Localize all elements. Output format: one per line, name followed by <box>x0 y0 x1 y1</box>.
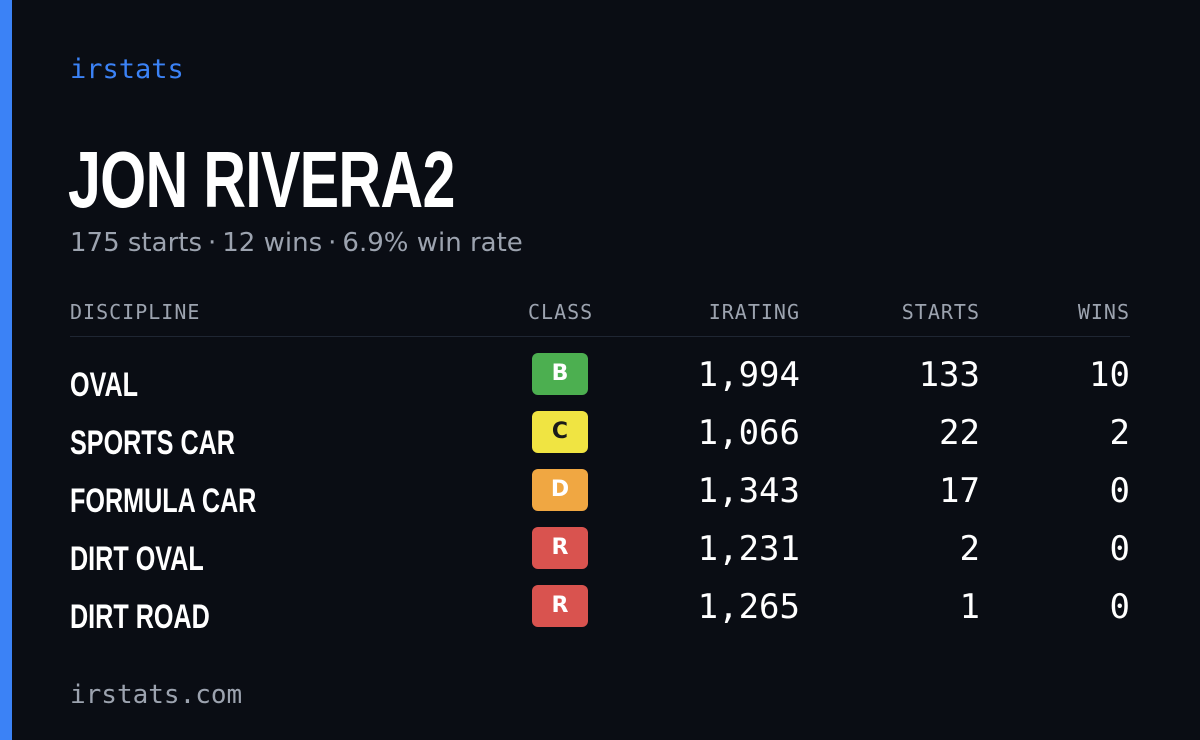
wins-value: 0 <box>1109 587 1130 627</box>
discipline-name: DIRT OVAL <box>70 540 204 578</box>
discipline-name: OVAL <box>70 366 139 404</box>
starts-value: 2 <box>959 529 980 569</box>
class-badge: C <box>532 411 588 453</box>
starts-value: 22 <box>939 413 980 453</box>
discipline-name: FORMULA CAR <box>70 482 257 520</box>
starts-value: 1 <box>959 587 980 627</box>
header-class: CLASS <box>528 300 594 324</box>
driver-summary: 175 starts · 12 wins · 6.9% win rate <box>70 228 523 258</box>
summary-win-rate: 6.9% win rate <box>342 228 523 258</box>
table-row: FORMULA CAR D 1,343 17 0 <box>70 467 1130 525</box>
class-badge: R <box>532 527 588 569</box>
table-body: OVAL B 1,994 133 10 SPORTS CAR C 1,066 2… <box>70 337 1130 641</box>
driver-name: JON RIVERA2 <box>68 135 455 224</box>
class-badge: D <box>532 469 588 511</box>
starts-value: 17 <box>939 471 980 511</box>
footer-url: irstats.com <box>70 680 243 710</box>
table-row: DIRT ROAD R 1,265 1 0 <box>70 583 1130 641</box>
summary-wins: 12 wins <box>222 228 323 258</box>
table-row: OVAL B 1,994 133 10 <box>70 351 1130 409</box>
header-starts: STARTS <box>901 300 980 324</box>
accent-bar <box>0 0 12 740</box>
irating-value: 1,265 <box>697 587 800 627</box>
wins-value: 0 <box>1109 529 1130 569</box>
class-badge: B <box>532 353 588 395</box>
table-row: DIRT OVAL R 1,231 2 0 <box>70 525 1130 583</box>
discipline-name: SPORTS CAR <box>70 424 235 462</box>
wins-value: 10 <box>1089 355 1130 395</box>
wins-value: 2 <box>1109 413 1130 453</box>
starts-value: 133 <box>918 355 980 395</box>
irating-value: 1,066 <box>697 413 800 453</box>
summary-separator: · <box>208 228 217 258</box>
discipline-name: DIRT ROAD <box>70 598 210 636</box>
summary-starts: 175 starts <box>70 228 202 258</box>
wins-value: 0 <box>1109 471 1130 511</box>
header-wins: WINS <box>1077 300 1130 324</box>
irating-value: 1,231 <box>697 529 800 569</box>
table-header-row: DISCIPLINE CLASS IRATING STARTS WINS <box>70 298 1130 337</box>
irating-value: 1,994 <box>697 355 800 395</box>
header-irating: IRATING <box>708 300 800 324</box>
brand-logo-text: irstats <box>70 54 184 85</box>
class-badge: R <box>532 585 588 627</box>
summary-separator: · <box>328 228 337 258</box>
discipline-stats-table: DISCIPLINE CLASS IRATING STARTS WINS OVA… <box>70 298 1130 641</box>
irating-value: 1,343 <box>697 471 800 511</box>
table-row: SPORTS CAR C 1,066 22 2 <box>70 409 1130 467</box>
header-discipline: DISCIPLINE <box>70 300 201 324</box>
